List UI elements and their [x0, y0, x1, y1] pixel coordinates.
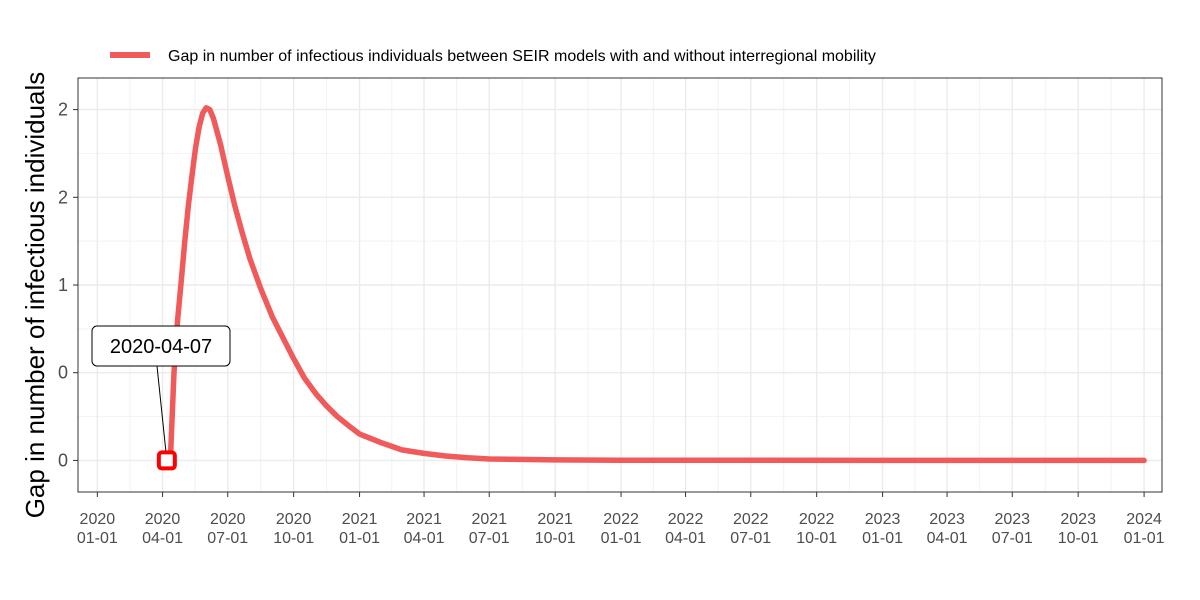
x-tick-label-line: 01-01	[339, 530, 380, 547]
x-tick-label: 2023 01-01	[862, 511, 903, 547]
x-tick-label: 2023 04-01	[927, 511, 968, 547]
x-tick-label-line: 01-01	[77, 530, 118, 547]
x-tick-label: 2022 04-01	[665, 511, 706, 547]
x-tick-label-line: 01-01	[862, 530, 903, 547]
x-tick-label-line: 04-01	[142, 530, 183, 547]
x-tick-label-line: 04-01	[665, 530, 706, 547]
annotation-box	[91, 325, 231, 367]
x-tick-label-line: 2023	[929, 511, 965, 528]
x-tick-label-line: 2021	[342, 511, 378, 528]
x-tick-label-line: 07-01	[207, 530, 248, 547]
x-tick-label-line: 10-01	[1058, 530, 1099, 547]
y-tick-label: 0	[58, 363, 68, 383]
legend: Gap in number of infectious individuals …	[110, 48, 876, 65]
x-tick-label-line: 10-01	[273, 530, 314, 547]
x-tick-label-line: 2020	[80, 511, 116, 528]
x-tick-label-line: 2020	[210, 511, 246, 528]
x-tick-label-line: 01-01	[601, 530, 642, 547]
annotation-marker	[156, 450, 177, 471]
y-tick-label: 0	[58, 450, 68, 470]
x-tick-label: 2024 01-01	[1124, 511, 1165, 547]
x-tick-label: 2020 04-01	[142, 511, 183, 547]
x-tick-label-line: 2020	[145, 511, 181, 528]
x-tick-label-line: 04-01	[404, 530, 445, 547]
x-tick-label-line: 10-01	[796, 530, 837, 547]
legend-label: Gap in number of infectious individuals …	[168, 48, 876, 65]
x-tick-label: 2022 01-01	[601, 511, 642, 547]
x-tick-label-line: 2024	[1126, 511, 1162, 528]
series-line	[164, 105, 1147, 464]
x-tick-label-line: 2022	[733, 511, 769, 528]
x-tick-label: 2022 10-01	[796, 511, 837, 547]
x-tick-label: 2021 04-01	[404, 511, 445, 547]
x-tick-label: 2021 01-01	[339, 511, 380, 547]
x-tick-label-line: 2021	[471, 511, 507, 528]
y-axis-title: Gap in number of infectious individuals	[20, 72, 50, 519]
x-tick-label-line: 07-01	[469, 530, 510, 547]
annotation-label: 2020-04-07	[110, 336, 212, 358]
x-tick-label-line: 2023	[1060, 511, 1096, 528]
x-tick-label: 2022 07-01	[730, 511, 771, 547]
x-tick-label-line: 01-01	[1124, 530, 1165, 547]
grid	[78, 78, 1162, 492]
x-tick-label: 2021 10-01	[535, 511, 576, 547]
x-tick-label: 2020 01-01	[77, 511, 118, 547]
y-tick-label: 2	[58, 100, 68, 120]
x-tick-label: 2021 07-01	[469, 511, 510, 547]
x-tick-label-line: 2021	[537, 511, 573, 528]
x-tick-label-line: 2023	[865, 511, 901, 528]
y-tick-label: 1	[58, 275, 68, 295]
x-tick-label: 2023 07-01	[992, 511, 1033, 547]
x-tick-label: 2023 10-01	[1058, 511, 1099, 547]
y-tick-label: 2	[58, 187, 68, 207]
annotation-layer: 2020-04-07	[91, 325, 231, 471]
x-tick-label-line: 2022	[668, 511, 704, 528]
x-tick-label-line: 2021	[406, 511, 442, 528]
x-tick-label-line: 2022	[799, 511, 835, 528]
x-tick-label-line: 2023	[994, 511, 1030, 528]
x-tick-label-line: 07-01	[730, 530, 771, 547]
x-tick-label: 2020 10-01	[273, 511, 314, 547]
x-tick-label: 2020 07-01	[207, 511, 248, 547]
series-layer	[164, 105, 1147, 464]
x-tick-label-line: 10-01	[535, 530, 576, 547]
x-tick-label-line: 2020	[276, 511, 312, 528]
x-tick-label-line: 2022	[603, 511, 639, 528]
x-tick-label-line: 07-01	[992, 530, 1033, 547]
x-tick-label-line: 04-01	[927, 530, 968, 547]
annotation-leader-line	[156, 365, 168, 461]
